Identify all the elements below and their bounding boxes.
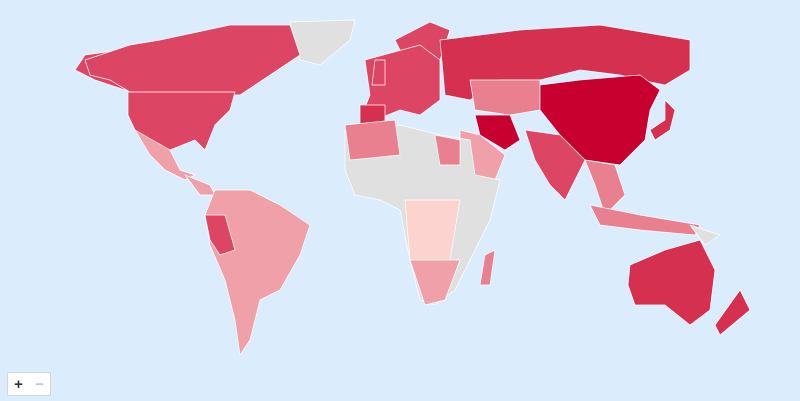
zoom-control: + − <box>7 372 51 396</box>
region-china[interactable] <box>539 74 661 166</box>
region-central-america[interactable] <box>184 174 216 196</box>
region-new-zealand[interactable] <box>714 289 751 336</box>
region-papua-new-guinea[interactable] <box>689 224 721 246</box>
region-north-africa[interactable] <box>344 119 401 161</box>
region-iran[interactable] <box>474 114 521 151</box>
region-southern-africa[interactable] <box>409 259 461 306</box>
region-japan[interactable] <box>649 99 676 141</box>
region-southeast-asia[interactable] <box>584 159 626 216</box>
region-indonesia[interactable] <box>589 204 701 236</box>
region-australia[interactable] <box>627 239 716 326</box>
region-peru[interactable] <box>204 214 236 256</box>
region-greenland[interactable] <box>289 19 356 66</box>
region-central-asia[interactable] <box>469 79 541 116</box>
region-usa[interactable] <box>127 91 236 151</box>
region-south-america[interactable] <box>204 189 311 356</box>
zoom-in-button[interactable]: + <box>14 375 23 393</box>
region-uk[interactable] <box>371 59 386 86</box>
region-central-africa[interactable] <box>404 199 461 261</box>
region-india[interactable] <box>524 129 586 201</box>
zoom-out-button[interactable]: − <box>35 375 44 393</box>
region-madagascar[interactable] <box>479 249 496 286</box>
region-egypt[interactable] <box>434 134 461 166</box>
region-canada[interactable] <box>84 24 301 96</box>
